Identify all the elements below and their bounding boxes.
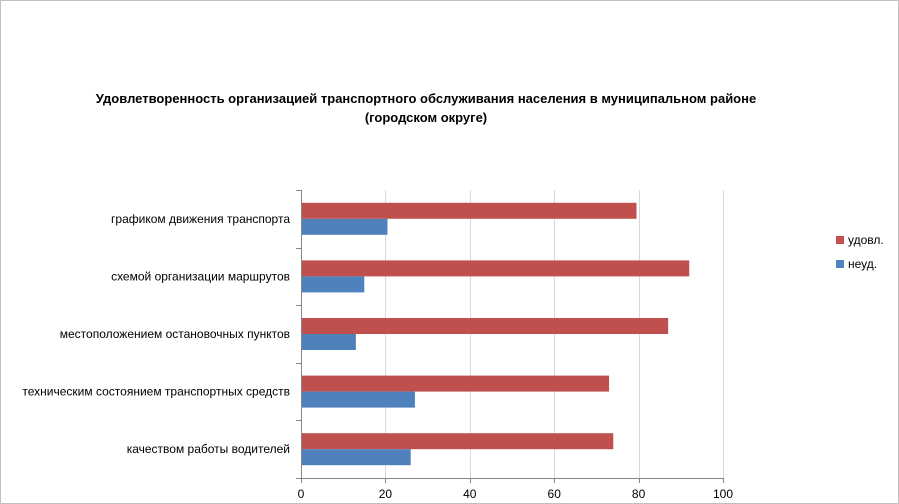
bar-series-1-category-1 [301,202,637,219]
category-label: схемой организации маршрутов [111,269,290,283]
legend-swatch [836,236,844,244]
x-tick-label: 100 [713,487,733,501]
bar-series-2-category-1 [301,218,388,235]
x-tick-label: 20 [379,487,393,501]
bar-series-1-category-4 [301,375,610,392]
category-label: техническим состоянием транспортных сред… [22,385,290,399]
bar-series-1-category-5 [301,433,614,450]
x-tick-label: 40 [463,487,477,501]
bar-series-1-category-3 [301,318,669,334]
bar-series-2-category-5 [301,449,411,466]
bar-series-2-category-2 [301,276,365,293]
category-label: качеством работы водителей [127,442,290,456]
legend-label: неуд. [848,257,877,271]
chart-title: Удовлетворенность организацией транспорт… [95,91,757,125]
bar-series-1-category-2 [301,260,690,277]
x-tick-label: 0 [298,487,305,501]
legend-swatch [836,260,844,268]
category-label: местоположением остановочных пунктов [60,327,290,341]
category-label: графиком движения транспорта [111,212,290,226]
legend-label: удовл. [848,233,884,247]
x-tick-label: 60 [548,487,562,501]
x-tick-label: 80 [632,487,646,501]
bar-series-2-category-4 [301,391,415,408]
bar-series-2-category-3 [301,334,356,350]
